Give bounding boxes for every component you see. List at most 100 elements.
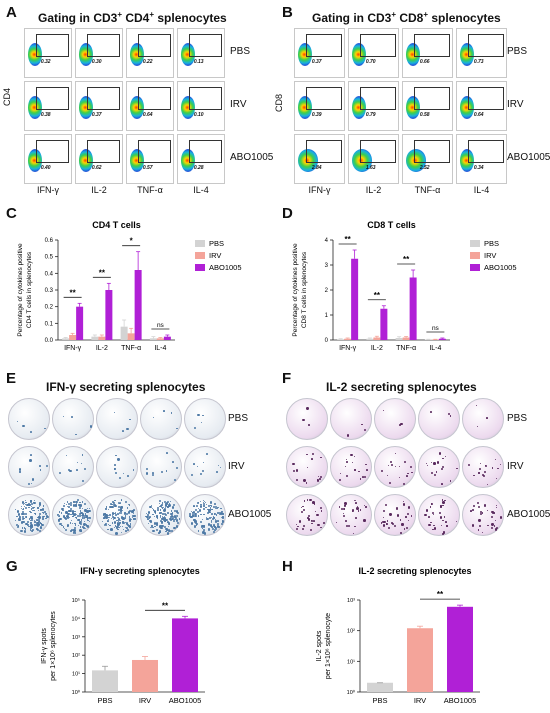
spot: [167, 506, 169, 508]
row-label: ABO1005: [507, 151, 550, 163]
spot: [427, 464, 429, 467]
spot: [133, 518, 135, 520]
spot: [154, 525, 157, 528]
spot: [129, 418, 131, 421]
spot: [448, 413, 451, 416]
spot: [79, 502, 81, 504]
spot: [152, 417, 154, 419]
spot: [210, 521, 212, 524]
spot: [117, 513, 119, 516]
gate-percentage: 0.10: [193, 112, 204, 118]
spot: [160, 511, 163, 514]
spot: [430, 411, 433, 414]
spot: [131, 510, 134, 513]
spot: [121, 526, 123, 528]
spot: [21, 505, 23, 507]
well: [374, 446, 416, 488]
spot: [132, 468, 135, 471]
spot: [208, 509, 211, 512]
spot: [27, 503, 31, 506]
spot: [407, 473, 409, 475]
spot: [455, 467, 458, 470]
spot: [391, 523, 394, 526]
gate-box: [188, 34, 223, 57]
spot: [30, 515, 33, 518]
flow-plot: 2.52: [402, 134, 453, 184]
cell-population: [460, 96, 474, 119]
spot: [194, 512, 197, 515]
spot: [356, 505, 359, 508]
spot: [200, 503, 203, 506]
spot: [124, 514, 127, 517]
spot: [112, 512, 115, 515]
spot: [209, 524, 213, 527]
spot: [66, 525, 69, 528]
spot: [478, 506, 481, 509]
spot: [153, 510, 156, 513]
spot: [145, 472, 149, 475]
spot: [119, 502, 121, 505]
column-label: TNF-α: [137, 185, 163, 195]
spot: [32, 515, 34, 517]
spot: [480, 462, 482, 465]
spot: [400, 423, 403, 426]
spot: [190, 510, 193, 513]
spot: [364, 475, 367, 478]
spot: [167, 512, 170, 514]
spot: [496, 505, 498, 507]
significance-mark: **: [162, 601, 169, 610]
spot: [214, 521, 217, 524]
spot: [79, 529, 82, 532]
spot: [310, 528, 313, 531]
spot: [161, 501, 164, 504]
spot: [197, 507, 200, 509]
spot: [40, 508, 43, 511]
spot: [89, 521, 91, 523]
spot: [292, 463, 295, 466]
spot: [191, 514, 194, 516]
spot: [105, 508, 107, 510]
spot: [165, 470, 168, 472]
flow-plot: 2.84: [294, 134, 345, 184]
bar: [69, 335, 77, 340]
bar: [132, 659, 158, 692]
spot: [120, 499, 123, 501]
spot: [441, 525, 443, 527]
spot: [495, 459, 497, 461]
spot: [174, 516, 176, 518]
spot: [118, 526, 120, 529]
spot: [31, 526, 33, 528]
spot: [353, 455, 356, 457]
spot: [168, 523, 171, 525]
y-tick-label: 2: [325, 288, 329, 294]
spot: [79, 520, 83, 524]
gate-box: [414, 34, 450, 57]
spot: [73, 501, 75, 503]
spot: [168, 528, 170, 530]
spot: [117, 508, 120, 512]
spot: [395, 507, 399, 511]
spot: [394, 452, 396, 454]
panel-f-title: IL-2 secreting splenocytes: [326, 380, 477, 394]
spot: [67, 502, 71, 506]
spot: [176, 515, 179, 518]
y-axis-label: Percentage of cytokines positive: [17, 243, 24, 337]
spot: [22, 424, 25, 428]
spot: [33, 499, 36, 501]
column-label: IL-4: [473, 185, 490, 195]
panel-label-f: F: [282, 370, 292, 387]
spot: [58, 472, 61, 475]
spot: [70, 513, 72, 516]
legend-label: IRV: [484, 251, 496, 260]
spot: [163, 518, 166, 521]
spot: [426, 509, 429, 512]
spot: [199, 505, 203, 508]
gate-percentage: 0.37: [311, 59, 322, 65]
spot: [25, 516, 27, 518]
spot: [159, 526, 161, 528]
cell-population: [181, 43, 195, 66]
spot: [189, 515, 191, 517]
spot: [399, 424, 401, 426]
significance-mark: **: [99, 268, 106, 277]
spot: [292, 469, 295, 472]
